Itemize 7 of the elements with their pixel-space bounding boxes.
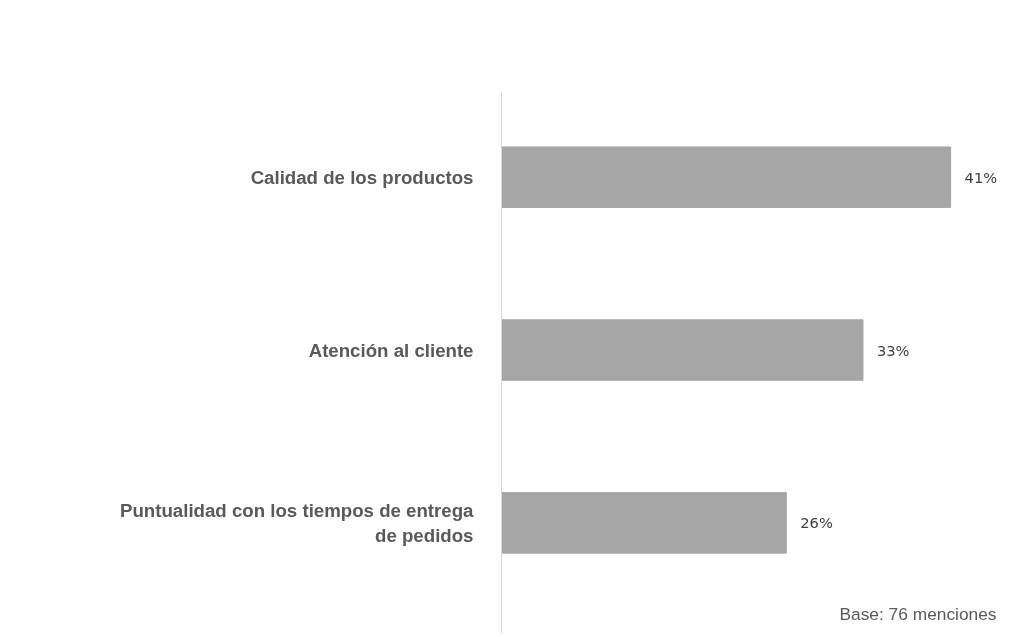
y-tick-label: Puntualidad con los tiempos de entrega de pedidos [120,499,475,546]
data-label: 26% [800,514,833,532]
y-tick-label: Atención al cliente [308,339,474,361]
y-tick-label: Calidad de los productos [250,166,474,188]
data-label: 33% [876,341,910,359]
data-label: 41% [964,168,998,186]
annotation: Base: 76 menciones [839,603,997,624]
